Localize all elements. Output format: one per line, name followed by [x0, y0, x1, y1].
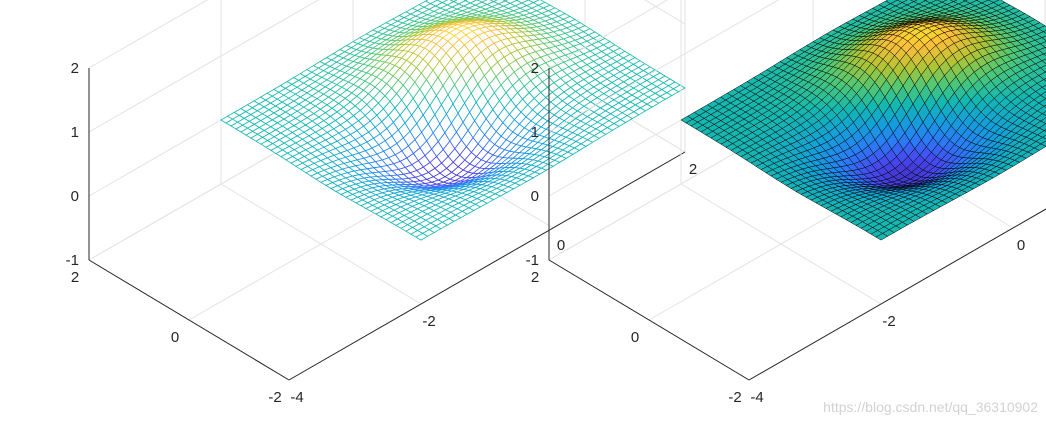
surf-cell [949, 0, 958, 2]
y-axis-line [88, 259, 290, 381]
z-tick-label: -1 [526, 252, 539, 269]
y-tick-label: -2 [728, 389, 741, 406]
x-axis-line [288, 151, 686, 381]
surface [680, 0, 1046, 241]
surface [220, 0, 686, 241]
z-tick-label: 0 [71, 188, 79, 205]
x-tick-label: -2 [882, 313, 895, 330]
y-tick-label: 2 [531, 269, 539, 286]
x-axis-line [748, 208, 1046, 381]
x-tick-label: 0 [557, 237, 565, 254]
watermark: https://blog.csdn.net/qq_36310902 [823, 399, 1038, 415]
y-tick-label: -2 [268, 389, 281, 406]
y-tick-label: 0 [171, 329, 179, 346]
y-tick-label: 2 [71, 269, 79, 286]
mesh-cell [415, 232, 429, 241]
grid-line [548, 0, 780, 133]
z-tick-label: 1 [71, 124, 79, 141]
z-tick-label: 2 [71, 60, 79, 77]
y-axis-line [548, 259, 750, 381]
surf-cell [875, 233, 889, 241]
z-tick-label: 1 [531, 124, 539, 141]
z-tick-label: 2 [531, 60, 539, 77]
z-tick-label: -1 [66, 252, 79, 269]
x-tick-label: -4 [290, 389, 303, 406]
x-tick-label: 2 [689, 161, 697, 178]
x-tick-label: 0 [1017, 237, 1025, 254]
grid-line [88, 0, 686, 133]
x-tick-label: -2 [422, 313, 435, 330]
axes [88, 68, 686, 381]
x-tick-label: -4 [750, 389, 763, 406]
y-tick-label: 0 [631, 329, 639, 346]
z-tick-label: 0 [531, 188, 539, 205]
axes [548, 68, 1046, 381]
